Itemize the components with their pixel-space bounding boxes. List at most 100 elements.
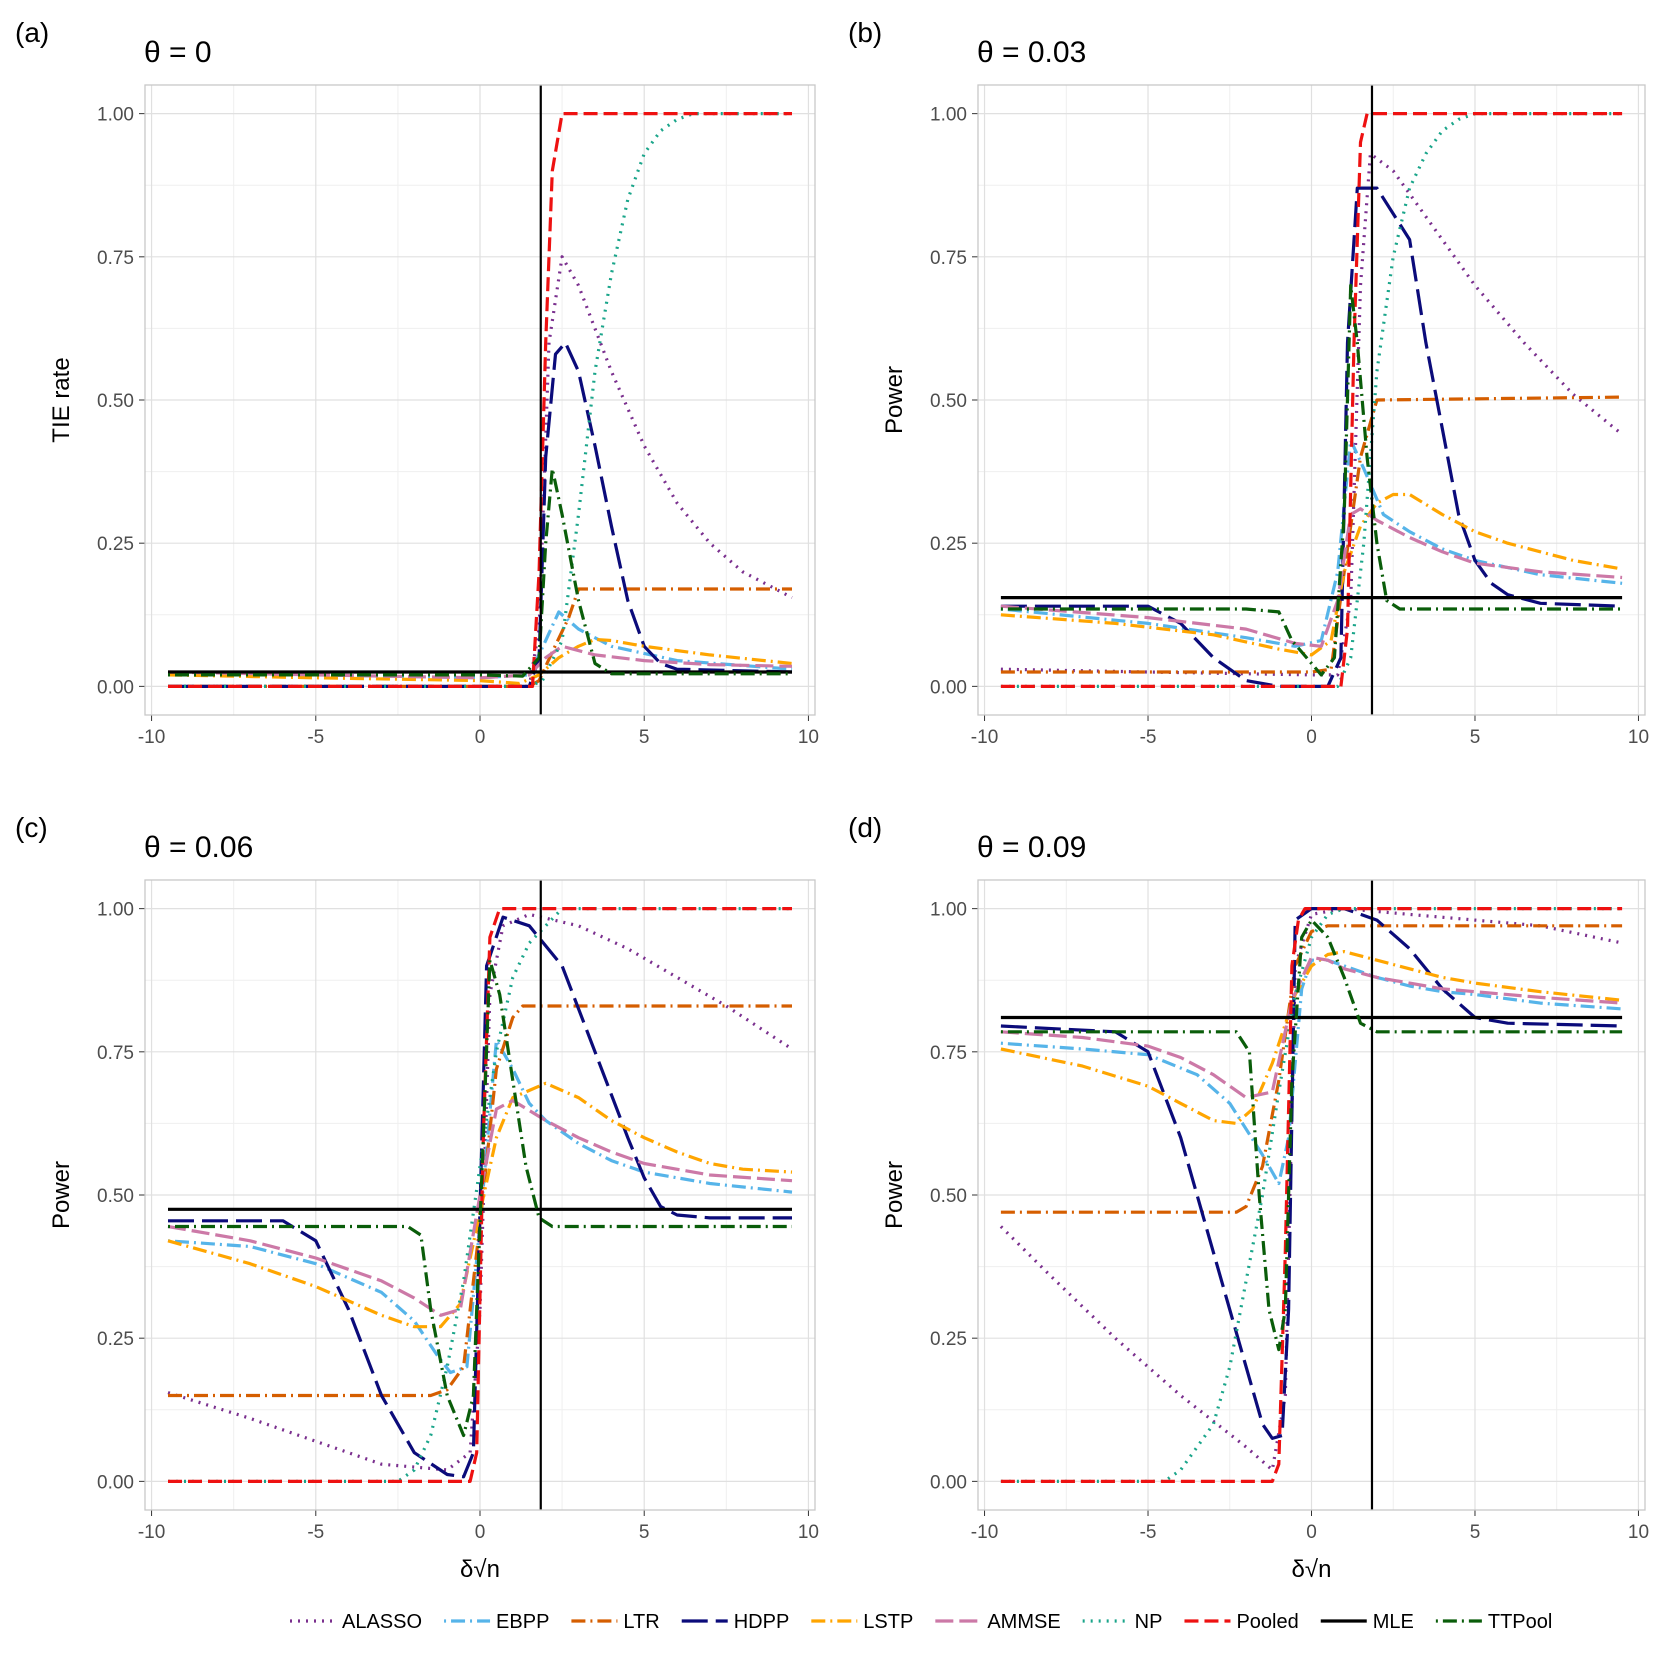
panel-d: -10 -5 0 5 10 0.00 0.25 0.50 0.75 1.00 (d) θ = 0.09… <box>848 812 1649 1583</box>
x-tick-label: 10 <box>1628 727 1649 748</box>
series-line-pooled <box>1000 907 1623 1483</box>
y-tick-label: 1.00 <box>97 105 134 126</box>
panel-tag: (b) <box>848 17 882 48</box>
x-tick-label: 5 <box>1470 1522 1481 1543</box>
legend-item-ttpool: TTPool <box>1435 1611 1552 1633</box>
legend-item-hdpp: HDPP <box>681 1611 790 1633</box>
y-tick-label: 0.00 <box>930 677 967 698</box>
legend-item-np: NP <box>1082 1611 1163 1633</box>
y-tick-label: 0.25 <box>97 534 134 555</box>
y-tick-label: 0.00 <box>97 1472 134 1493</box>
y-axis-title: TIE rate <box>48 357 75 442</box>
panel-title: θ = 0.03 <box>977 36 1086 69</box>
panel-title: θ = 0.06 <box>144 831 253 864</box>
x-tick-label: -5 <box>307 727 324 748</box>
x-tick-label: -10 <box>971 727 998 748</box>
legend: ALASSO EBPP LTR HDPP LSTP AMMSE NP Pooled MLE TTP… <box>290 1611 1552 1633</box>
series-line-ttpool <box>168 958 792 1438</box>
x-tick-label: -5 <box>1140 1522 1157 1543</box>
legend-label: MLE <box>1373 1611 1414 1633</box>
x-tick-label: -10 <box>971 1522 998 1543</box>
y-axis-title: Power <box>881 366 908 434</box>
x-tick-label: 10 <box>798 1522 819 1543</box>
panel-title: θ = 0 <box>144 36 212 69</box>
series-line-ebpp <box>168 610 793 680</box>
legend-item-pooled: Pooled <box>1184 1611 1299 1633</box>
series-line-np <box>168 907 792 1483</box>
legend-label: LSTP <box>863 1611 913 1633</box>
legend-label: ALASSO <box>342 1611 422 1633</box>
x-tick-label: 10 <box>798 727 819 748</box>
x-axis-title: δ√n <box>1292 1556 1332 1583</box>
y-tick-label: 1.00 <box>930 105 967 126</box>
legend-item-ltr: LTR <box>571 1611 660 1633</box>
series-line-ltr <box>1000 395 1623 674</box>
legend-label: TTPool <box>1488 1611 1552 1633</box>
y-tick-label: 0.25 <box>930 534 967 555</box>
series-line-pooled <box>1000 112 1623 688</box>
series-line-ttpool <box>1000 283 1623 677</box>
legend-label: LTR <box>623 1611 659 1633</box>
panel-c: -10 -5 0 5 10 0.00 0.25 0.50 0.75 1.00 (c) θ = 0.06… <box>15 812 819 1583</box>
series-group <box>999 907 1623 1483</box>
series-group <box>1000 112 1624 688</box>
legend-label: EBPP <box>496 1611 549 1633</box>
legend-item-ammse: AMMSE <box>935 1611 1061 1633</box>
y-tick-label: 0.25 <box>930 1329 967 1350</box>
series-group <box>167 907 793 1483</box>
y-tick-label: 0.25 <box>97 1329 134 1350</box>
y-tick-label: 0.75 <box>930 248 967 269</box>
panel-border <box>977 84 1646 716</box>
x-tick-label: -5 <box>307 1522 324 1543</box>
series-line-ammse <box>167 1098 793 1317</box>
panel-tag: (d) <box>848 812 882 843</box>
panel-b: -10 -5 0 5 10 0.00 0.25 0.50 0.75 1.00 (b) θ = 0.03… <box>848 17 1649 748</box>
legend-item-lstp: LSTP <box>811 1611 913 1633</box>
legend-label: Pooled <box>1236 1611 1298 1633</box>
y-tick-label: 0.00 <box>930 1472 967 1493</box>
panel-border <box>977 879 1646 1511</box>
y-tick-label: 0.00 <box>97 677 134 698</box>
y-tick-label: 0.75 <box>930 1043 967 1064</box>
series-line-lstp <box>167 637 793 686</box>
y-tick-label: 1.00 <box>930 900 967 921</box>
series-line-alasso <box>1000 152 1624 677</box>
x-axis-title: δ√n <box>460 1556 500 1583</box>
series-line-lstp <box>1000 950 1623 1125</box>
panel-tag: (c) <box>15 812 48 843</box>
legend-label: HDPP <box>734 1611 790 1633</box>
legend-item-alasso: ALASSO <box>290 1611 422 1633</box>
series-line-hdpp <box>1000 186 1623 688</box>
x-tick-label: 0 <box>1306 727 1317 748</box>
series-line-ammse <box>1000 955 1623 1100</box>
y-tick-label: 0.50 <box>930 1186 967 1207</box>
series-line-pooled <box>168 907 792 1483</box>
series-line-lstp <box>167 1081 793 1329</box>
x-tick-label: -10 <box>138 727 165 748</box>
panel-border <box>144 84 816 716</box>
x-tick-label: 0 <box>1306 1522 1317 1543</box>
y-tick-label: 0.50 <box>97 1186 134 1207</box>
y-tick-label: 0.75 <box>97 248 134 269</box>
legend-item-mle: MLE <box>1320 1611 1414 1633</box>
series-line-ltr <box>1000 924 1623 1214</box>
x-tick-label: 0 <box>475 1522 486 1543</box>
y-axis-title: Power <box>48 1161 75 1229</box>
x-tick-label: 5 <box>639 727 650 748</box>
series-line-ebpp <box>1000 958 1623 1186</box>
y-tick-label: 0.50 <box>930 391 967 412</box>
y-tick-label: 0.50 <box>97 391 134 412</box>
x-tick-label: 5 <box>1470 727 1481 748</box>
series-line-ebpp <box>167 1038 793 1375</box>
x-tick-label: -5 <box>1140 727 1157 748</box>
legend-item-ebpp: EBPP <box>444 1611 549 1633</box>
series-line-pooled <box>168 112 792 688</box>
panel-title: θ = 0.09 <box>977 831 1086 864</box>
legend-label: AMMSE <box>987 1611 1060 1633</box>
y-axis-title: Power <box>881 1161 908 1229</box>
series-line-ttpool <box>168 467 792 678</box>
legend-label: NP <box>1135 1611 1163 1633</box>
series-line-ammse <box>167 644 793 680</box>
y-tick-label: 0.75 <box>97 1043 134 1064</box>
